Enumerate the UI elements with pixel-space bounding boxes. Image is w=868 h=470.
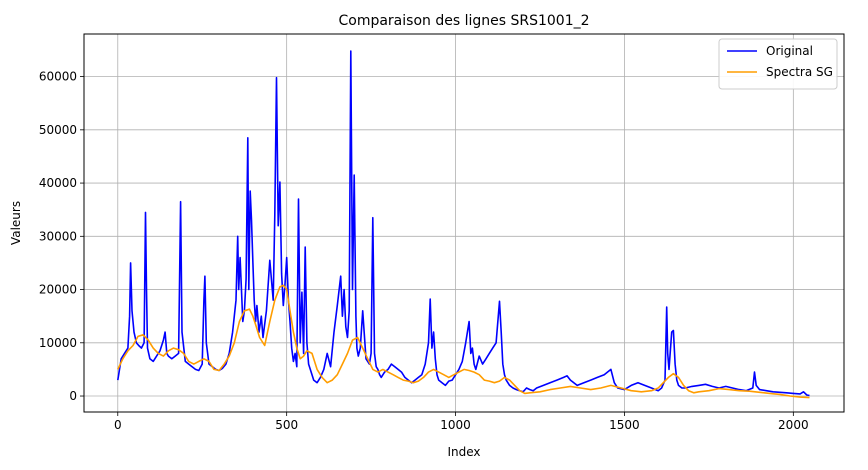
x-tick-label: 1500 xyxy=(609,418,640,432)
x-tick-label: 0 xyxy=(114,418,122,432)
y-tick-label: 40000 xyxy=(39,176,77,190)
x-tick-label: 2000 xyxy=(778,418,809,432)
y-tick-label: 20000 xyxy=(39,283,77,297)
y-tick-label: 60000 xyxy=(39,70,77,84)
chart-title: Comparaison des lignes SRS1001_2 xyxy=(338,13,589,29)
x-axis-label: Index xyxy=(447,445,480,459)
ticks: 0 500 1000 1500 2000010000200003000040000500… xyxy=(39,70,809,432)
series-layer xyxy=(117,50,810,399)
y-axis-label: Valeurs xyxy=(9,201,23,245)
grid xyxy=(84,34,844,412)
y-tick-label: 0 xyxy=(69,389,77,403)
legend-label-original: Original xyxy=(766,44,813,58)
x-tick-label: 500 xyxy=(275,418,298,432)
series-line-spectra-sg xyxy=(117,284,810,399)
y-tick-label: 30000 xyxy=(39,229,77,243)
legend: Original Spectra SG xyxy=(718,38,838,90)
plot-frame xyxy=(83,33,845,413)
y-tick-label: 10000 xyxy=(39,336,77,350)
legend-label-spectra-sg: Spectra SG xyxy=(766,65,833,79)
y-tick-label: 50000 xyxy=(39,123,77,137)
x-tick-label: 1000 xyxy=(440,418,471,432)
